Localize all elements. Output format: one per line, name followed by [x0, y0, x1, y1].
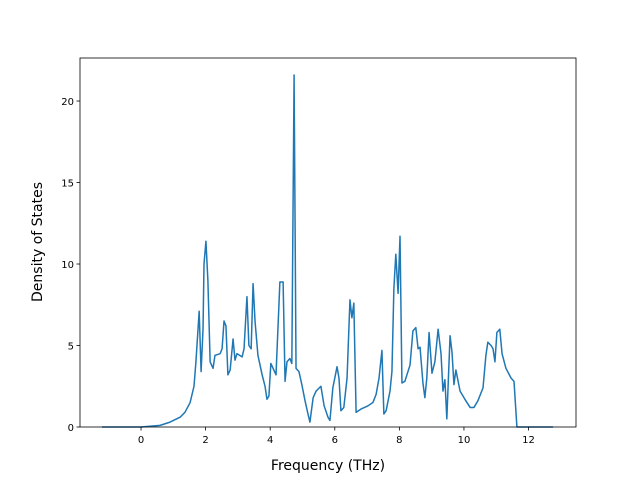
plot-area: [101, 74, 554, 428]
x-tick-label: 2: [202, 435, 208, 446]
y-tick-label: 10: [61, 260, 74, 271]
y-tick-label: 0: [68, 423, 74, 434]
y-axis-label: Density of States: [30, 182, 46, 302]
x-axis-label: Frequency (THz): [271, 458, 385, 474]
x-tick-label: 0: [138, 435, 144, 446]
x-tick-label: 8: [396, 435, 402, 446]
x-tick-label: 10: [458, 435, 471, 446]
y-tick-label: 15: [61, 179, 74, 190]
x-tick-label: 4: [267, 435, 273, 446]
axes-frame: [79, 57, 577, 428]
y-tick-label: 20: [61, 97, 74, 108]
x-tick-label: 6: [332, 435, 338, 446]
line-series: [101, 74, 554, 428]
y-tick-label: 5: [68, 342, 74, 353]
x-tick-label: 12: [522, 435, 535, 446]
